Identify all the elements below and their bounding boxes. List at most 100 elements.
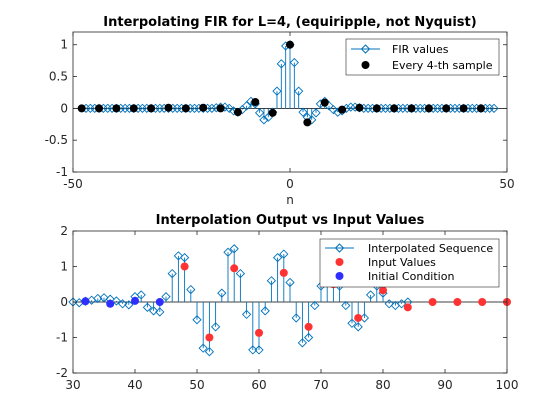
interp-chart-legend: Interpolated Sequence Input Values Initi…	[319, 238, 500, 288]
data-point	[233, 108, 242, 117]
stem-marker	[173, 251, 184, 261]
data-point	[81, 297, 90, 306]
stem-marker	[346, 102, 356, 112]
stem-marker	[192, 315, 202, 325]
stem-marker	[189, 103, 200, 114]
data-point	[164, 103, 173, 112]
stem-marker	[328, 104, 339, 115]
legend-blue-dot-marker	[335, 272, 344, 280]
interp-legend-entry-1: Input Values	[368, 256, 436, 269]
stem-marker	[398, 103, 408, 114]
stem-marker	[217, 288, 227, 298]
stem-marker	[207, 103, 217, 114]
legend-diamond-marker	[360, 44, 371, 54]
stem-marker	[210, 322, 221, 332]
data-point	[428, 298, 437, 306]
stem-marker	[285, 277, 295, 288]
data-point	[338, 105, 347, 114]
x-tick-label: 60	[251, 378, 266, 392]
stem-marker	[103, 103, 113, 114]
x-tick-label: 40	[127, 378, 142, 392]
x-tick-label: 100	[496, 378, 519, 392]
y-tick-label: 1	[60, 38, 68, 52]
x-tick-label: 70	[313, 378, 328, 392]
interpolation-chart: Interpolation Output vs Input Values 30 4…	[56, 213, 518, 392]
stem-marker	[241, 101, 252, 111]
stem-marker	[111, 296, 122, 306]
stem-marker	[432, 103, 443, 114]
stem-marker	[120, 103, 130, 114]
y-tick-label: 0	[60, 101, 68, 115]
interp-legend-entry-2: Initial Condition	[368, 270, 454, 283]
stem-marker	[137, 103, 148, 114]
data-point	[453, 298, 462, 306]
stem-marker	[235, 268, 246, 279]
data-point	[476, 104, 485, 113]
stem-marker	[272, 252, 283, 263]
data-point	[131, 296, 139, 305]
data-point	[199, 103, 208, 112]
data-point	[268, 108, 277, 117]
data-point	[180, 262, 189, 271]
data-point	[355, 103, 364, 112]
stem-marker	[489, 103, 499, 114]
stem-marker	[365, 290, 376, 300]
y-tick-label: 0	[60, 295, 68, 309]
data-point	[379, 286, 387, 295]
stem-marker	[124, 300, 134, 310]
stem-marker	[172, 103, 182, 114]
series-1	[77, 40, 485, 127]
fir-chart-legend: FIR values Every 4-th sample	[345, 38, 500, 76]
stem-marker	[289, 57, 299, 68]
stem-marker	[254, 108, 265, 118]
stem-marker	[99, 293, 109, 303]
stem-marker	[467, 103, 477, 114]
stem-marker	[117, 299, 128, 309]
fir-legend-entry-1: Every 4-th sample	[392, 59, 493, 72]
stem-marker	[311, 108, 321, 118]
y-tick-label: 2	[60, 224, 68, 238]
stem-marker	[142, 302, 153, 312]
stem-marker	[229, 244, 239, 254]
data-point	[251, 98, 260, 106]
x-tick-label: -50	[63, 177, 83, 191]
stem-marker	[297, 338, 308, 348]
data-point	[155, 298, 164, 306]
fir-chart-title: Interpolating FIR for L=4, (equiripple, …	[103, 15, 476, 30]
stem-marker	[179, 252, 190, 263]
data-point	[320, 98, 329, 107]
stem-marker	[303, 332, 314, 343]
data-point	[303, 118, 312, 127]
stem-marker	[241, 309, 252, 320]
stem-marker	[198, 343, 208, 353]
stem-marker	[384, 299, 394, 309]
stem-marker	[266, 276, 277, 286]
data-point	[424, 104, 433, 113]
data-point	[112, 104, 121, 113]
stem-marker	[291, 313, 301, 323]
stem-marker	[248, 345, 258, 355]
stem-marker	[224, 103, 234, 114]
stem-marker	[485, 103, 495, 114]
data-point	[459, 104, 468, 113]
x-tick-label: 90	[437, 378, 452, 392]
fir-legend-entry-0: FIR values	[392, 43, 449, 56]
y-tick-label: -0.5	[45, 133, 68, 147]
data-point	[181, 104, 190, 113]
data-point	[205, 333, 214, 342]
data-point	[390, 104, 399, 113]
stem-marker	[223, 247, 233, 257]
stem-marker	[310, 300, 320, 311]
stem-marker	[298, 107, 308, 117]
stem-marker	[186, 284, 196, 295]
stem-marker	[85, 103, 95, 114]
x-tick-label: 30	[65, 378, 80, 392]
data-point	[216, 104, 225, 113]
data-point	[442, 104, 451, 113]
y-tick-label: -1	[56, 331, 68, 345]
data-point	[255, 328, 263, 337]
y-tick-label: -1	[56, 165, 68, 179]
stem-marker	[380, 103, 391, 114]
interp-legend-entry-0: Interpolated Sequence	[368, 242, 493, 255]
